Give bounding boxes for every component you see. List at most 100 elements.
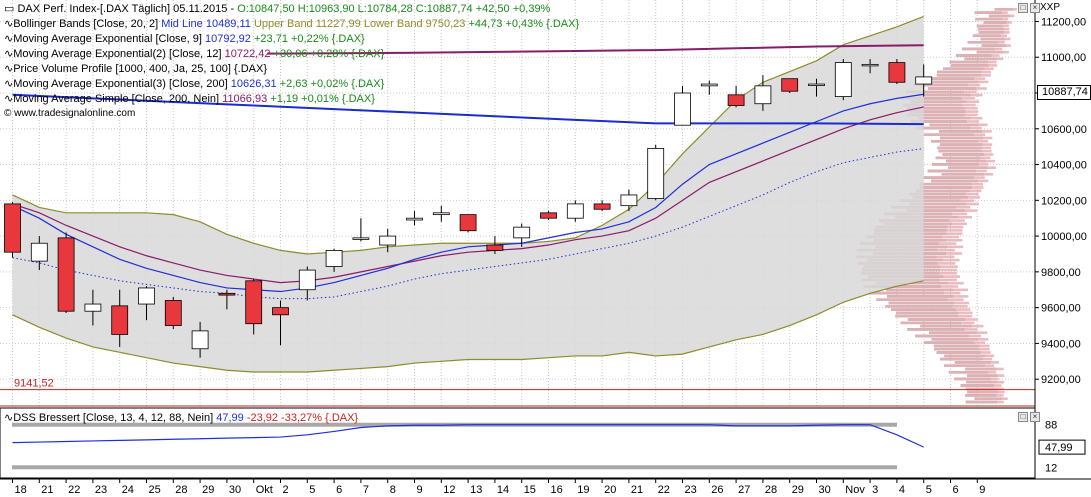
volume-bar-red [948, 166, 996, 169]
x-tick-label: 12 [443, 484, 455, 496]
volume-bar-red [915, 334, 982, 338]
legend-sma200[interactable]: ∿Moving Average Simple [Close, 200, Nein… [4, 93, 375, 105]
ema9-line [12, 93, 924, 293]
candle [325, 249, 343, 267]
candle [432, 212, 450, 216]
volume-bar-red [972, 34, 1008, 37]
maximize-icon[interactable]: □ [1018, 3, 1028, 13]
legend-volume-profile[interactable]: ∿Price Volume Profile [1000, 400, Ja, 25… [4, 63, 267, 75]
x-tick-label: 16 [551, 484, 563, 496]
volume-bar-red [964, 57, 1004, 61]
volume-bar-red [923, 176, 985, 179]
volume-bar-red [927, 169, 987, 173]
x-tick-label: 24 [122, 484, 134, 496]
x-tick-label: 19 [577, 484, 589, 496]
candle [406, 217, 423, 221]
volume-bar-red [920, 186, 984, 189]
legend-ema12[interactable]: ∿Moving Average Exponential(2) [Close, 1… [4, 48, 385, 60]
x-tick-label: Nov [845, 484, 865, 496]
volume-bar-red [923, 133, 986, 136]
volume-bar-red [895, 314, 973, 318]
volume-bar-red [967, 390, 1005, 394]
x-tick-label: 6 [336, 484, 342, 496]
legend-bollinger[interactable]: ∿Bollinger Bands [Close, 20, 2] Mid Line… [4, 18, 580, 30]
volume-bar-red [883, 222, 967, 226]
candle [84, 303, 102, 312]
candle [4, 203, 21, 253]
volume-bar-red [919, 182, 984, 186]
volume-bar-red [907, 107, 978, 110]
candle [379, 235, 397, 246]
volume-bar-red [931, 179, 989, 183]
volume-bar-red [933, 344, 990, 348]
candle [620, 194, 638, 207]
volume-bar-red [976, 50, 1009, 54]
volume-bar-red [931, 140, 989, 143]
volume-bar-red [978, 27, 1010, 31]
volume-bar-red [916, 126, 982, 130]
x-tick-label: 29 [202, 484, 214, 496]
volume-bar-red [939, 143, 993, 146]
x-tick-label: 26 [711, 484, 723, 496]
volume-bar-red [927, 87, 987, 90]
volume-bar-red [967, 374, 1005, 377]
x-tick-label: 23 [95, 484, 107, 496]
dss-axis-box [1038, 459, 1086, 475]
volume-bar-red [929, 123, 988, 127]
volume-bar-red [899, 199, 975, 202]
volume-bar-red [946, 159, 995, 163]
volume-bar-red [924, 77, 986, 80]
volume-bar-red [886, 288, 969, 292]
candle [593, 203, 611, 210]
candle [647, 148, 665, 199]
volume-bar-red [965, 367, 1004, 371]
axis-bg [1035, 0, 1091, 478]
volume-bar-red [905, 90, 977, 94]
dss-axis-label: 12 [1045, 462, 1057, 474]
candle [272, 307, 289, 316]
volume-bar-red [937, 70, 991, 74]
volume-bar-red [978, 31, 1010, 34]
volume-bar-red [924, 341, 986, 344]
candle [245, 280, 263, 325]
x-tick-label: 18 [15, 484, 27, 496]
copyright: © www.tradesignalonline.com [4, 108, 136, 119]
volume-bar-red [909, 192, 979, 196]
volume-bar-red [960, 384, 1002, 387]
dss-maximize-icon[interactable]: □ [1018, 412, 1028, 422]
volume-bar-red [876, 298, 964, 301]
volume-bar-red [888, 301, 970, 305]
volume-bar-red [887, 295, 969, 298]
axis-tick-label: 9600,00 [1041, 303, 1081, 315]
volume-bar-red [900, 321, 975, 325]
close-icon[interactable]: × [1030, 3, 1040, 13]
volume-bar-red [974, 11, 1008, 14]
legend-ema200[interactable]: ∿Moving Average Exponential(3) [Close, 2… [4, 78, 385, 90]
x-tick-label: 21 [41, 484, 53, 496]
legend-ohlc: O:10847,50 H:10963,90 L:10784,28 C:10887… [237, 3, 551, 15]
x-tick-label: 8 [390, 484, 396, 496]
candle [861, 63, 879, 67]
volume-bar-red [934, 347, 990, 351]
last-price-tag: 10887,74 [1037, 85, 1091, 100]
axis-tick-label: 9400,00 [1041, 338, 1081, 350]
volume-bar-red [896, 311, 973, 315]
x-tick-label: 25 [149, 484, 161, 496]
dss-axis-box [1038, 417, 1086, 433]
candle [674, 92, 691, 126]
sma200-line [267, 44, 924, 55]
volume-bar-red [950, 64, 998, 67]
volume-bar-red [948, 371, 997, 374]
dss-legend[interactable]: ∿DSS Bressert [Close, 13, 4, 12, 88, Nei… [4, 412, 359, 424]
x-tick-label: 2 [283, 484, 289, 496]
axis-tick-label: 10200,00 [1041, 195, 1087, 207]
legend-ema9[interactable]: ∿Moving Average Exponential [Close, 9] 1… [4, 33, 365, 45]
axis-tick-label: 10600,00 [1041, 124, 1087, 136]
volume-bar-red [864, 285, 959, 288]
dss-axis-label: 47,99 [1045, 442, 1073, 454]
volume-bar-red [935, 156, 991, 160]
dss-close-icon[interactable]: × [1030, 412, 1040, 422]
volume-bar-red [891, 308, 971, 311]
volume-bar-red [940, 136, 993, 140]
x-tick-label: 5 [926, 484, 932, 496]
